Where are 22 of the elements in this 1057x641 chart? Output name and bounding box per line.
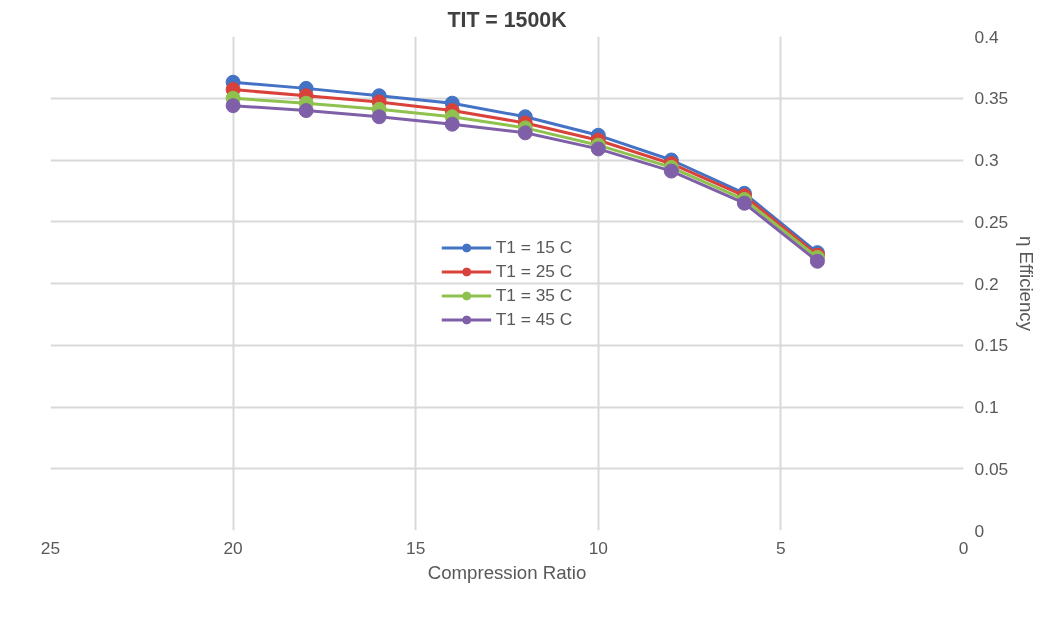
y-tick-label: 0 — [974, 520, 985, 541]
legend-label: T1 = 45 C — [495, 308, 573, 330]
chart-title: TIT = 1500K — [447, 7, 568, 32]
y-tick-label: 0.3 — [974, 150, 999, 170]
y-tick-label: 0.4 — [974, 26, 999, 47]
y-tick-label: 0.25 — [974, 211, 1009, 232]
x-tick-label: 20 — [223, 537, 243, 558]
x-tick-label: 15 — [406, 537, 426, 558]
legend-label: T1 = 15 C — [495, 236, 573, 258]
y-tick-label: 0.2 — [974, 273, 999, 294]
y-tick-label: 0.05 — [974, 458, 1009, 479]
x-tick-label: 0 — [958, 537, 969, 558]
x-axis-title: Compression Ratio — [427, 561, 587, 583]
y-tick-label: 0.15 — [974, 335, 1009, 356]
x-tick-label: 5 — [776, 537, 786, 558]
x-tick-label: 10 — [588, 537, 608, 558]
legend-label: T1 = 25 C — [495, 260, 573, 282]
x-tick-label: 25 — [40, 537, 61, 558]
legend-label: T1 = 35 C — [495, 284, 573, 306]
y-tick-label: 0.35 — [974, 88, 1009, 109]
y-axis-title: η Efficiency — [1016, 235, 1038, 332]
y-tick-label: 0.1 — [974, 397, 999, 417]
